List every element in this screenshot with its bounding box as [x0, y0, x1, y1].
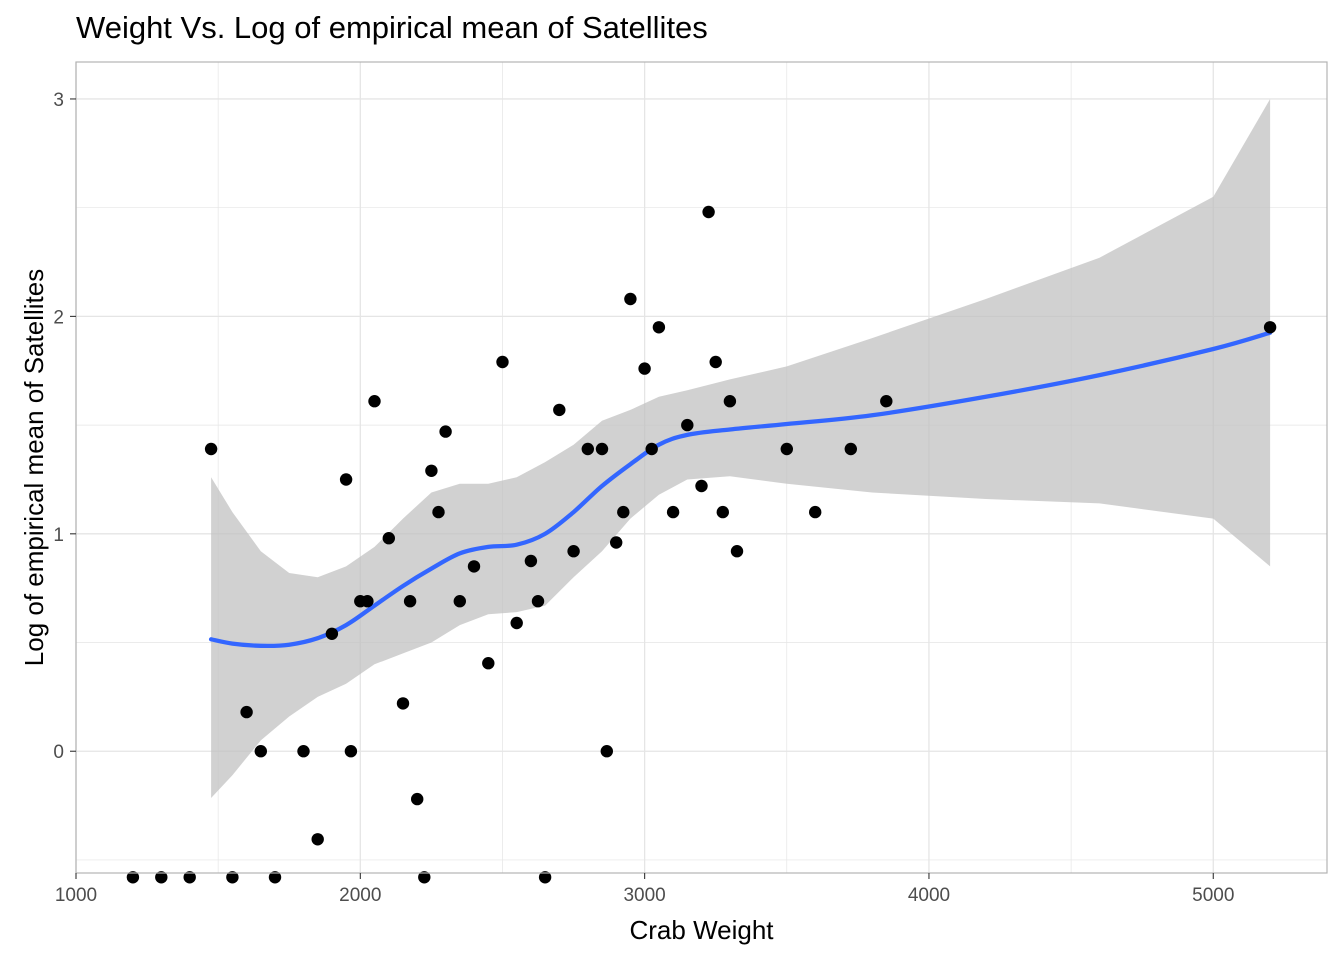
chart-title: Weight Vs. Log of empirical mean of Sate…: [76, 10, 708, 45]
data-point: [240, 705, 253, 719]
x-axis-title: Crab Weight: [629, 915, 774, 945]
y-tick-label: 0: [53, 742, 64, 763]
tick-layer: 1000 2000 3000 4000 5000 0 1 2 3: [53, 90, 1234, 906]
data-point: [723, 395, 737, 408]
data-point: [531, 595, 545, 608]
data-point: [809, 505, 822, 519]
data-point: [453, 595, 466, 608]
x-tick-label: 2000: [339, 885, 381, 906]
y-tick-label: 1: [53, 525, 64, 546]
data-point: [425, 464, 438, 477]
data-point: [510, 616, 523, 630]
data-point: [325, 627, 339, 640]
panel-border: [75, 61, 1328, 874]
data-point: [204, 442, 218, 456]
data-point: [624, 292, 637, 306]
data-point: [595, 442, 609, 456]
data-point: [496, 355, 509, 369]
data-point: [268, 871, 282, 884]
data-point: [482, 657, 495, 670]
data-point: [1263, 321, 1277, 334]
point-layer: [126, 205, 1277, 884]
data-point: [553, 403, 566, 417]
x-tick-label: 1000: [55, 885, 97, 906]
data-point: [126, 871, 140, 884]
data-point: [730, 545, 744, 558]
y-axis-title: Log of empirical mean of Satellites: [19, 269, 49, 666]
data-point: [311, 833, 324, 846]
smooth-fit-line: [208, 330, 1273, 649]
data-point: [361, 595, 374, 608]
data-point: [297, 745, 310, 758]
x-tick-label: 3000: [623, 885, 665, 906]
confidence-band-layer: [211, 99, 1271, 798]
data-point: [524, 554, 538, 568]
data-point: [439, 425, 452, 438]
data-point: [702, 205, 715, 219]
data-point: [254, 745, 267, 758]
data-point: [666, 505, 680, 519]
data-point: [368, 395, 381, 408]
data-point: [880, 395, 893, 408]
data-point: [581, 442, 594, 456]
y-tick-label: 2: [53, 307, 64, 328]
data-point: [645, 442, 658, 456]
data-point: [382, 532, 395, 545]
data-point: [155, 871, 168, 884]
data-point: [567, 545, 580, 558]
data-point: [709, 355, 722, 369]
data-point: [610, 536, 623, 549]
data-point: [638, 362, 651, 375]
confidence-band: [211, 99, 1271, 798]
y-tick-label: 3: [53, 90, 64, 111]
data-point: [432, 505, 445, 519]
data-point: [716, 505, 729, 519]
data-point: [339, 473, 353, 486]
data-point: [226, 871, 239, 884]
data-point: [403, 595, 417, 608]
data-point: [538, 871, 552, 884]
data-point: [411, 792, 424, 806]
data-point: [617, 505, 630, 519]
data-point: [652, 321, 666, 334]
data-point: [344, 745, 358, 758]
smooth-line-layer: [208, 330, 1273, 649]
data-point: [418, 871, 431, 884]
x-tick-label: 4000: [908, 885, 950, 906]
data-point: [467, 560, 481, 573]
x-tick-label: 5000: [1192, 885, 1234, 906]
data-point: [780, 442, 793, 456]
data-point: [681, 418, 694, 432]
data-point: [844, 442, 857, 456]
data-point: [600, 745, 613, 758]
data-point: [695, 479, 708, 493]
data-point: [396, 697, 410, 710]
data-point: [183, 871, 196, 884]
